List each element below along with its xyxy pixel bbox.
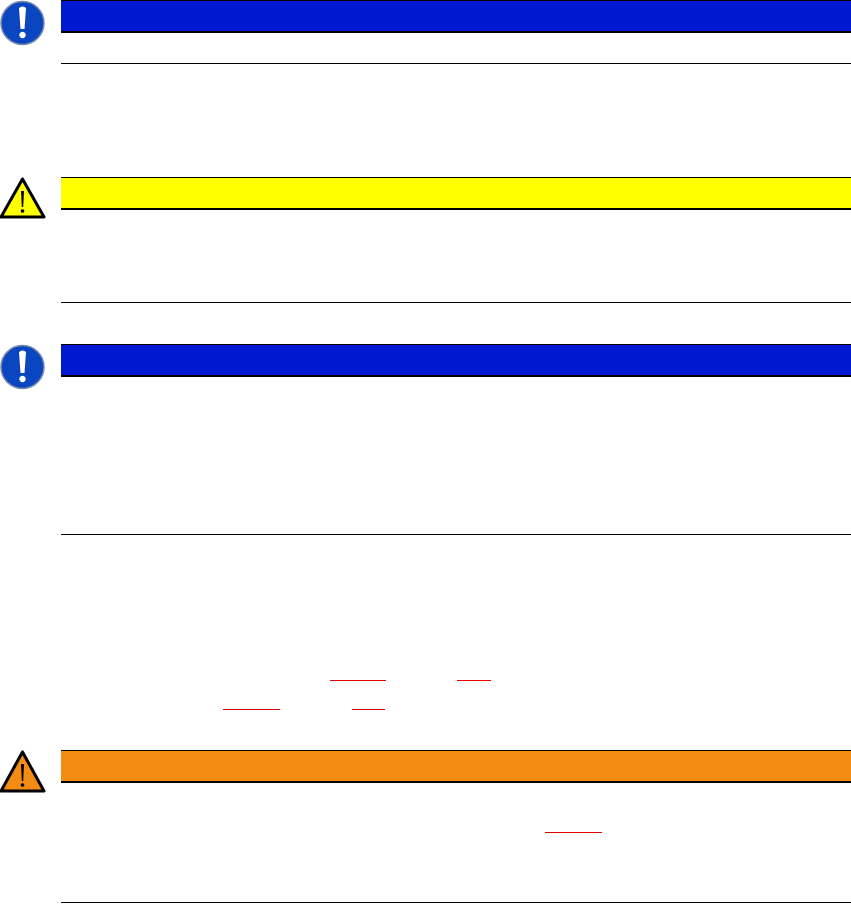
link-underline[interactable] bbox=[545, 832, 602, 833]
notice-divider bbox=[61, 534, 851, 535]
warning-divider bbox=[61, 902, 851, 903]
link-underline[interactable] bbox=[457, 680, 491, 681]
notice-divider bbox=[61, 63, 851, 64]
caution-divider bbox=[61, 302, 851, 303]
link-underline[interactable] bbox=[330, 680, 386, 681]
exclamation-circle-icon bbox=[0, 0, 45, 46]
link-underline[interactable] bbox=[223, 709, 280, 710]
notice-header-bar bbox=[61, 344, 851, 377]
warning-triangle-icon bbox=[0, 750, 46, 793]
exclamation-circle-icon bbox=[0, 344, 45, 390]
warning-triangle-icon bbox=[0, 177, 46, 219]
link-underline[interactable] bbox=[352, 709, 385, 710]
caution-header-bar bbox=[61, 177, 851, 210]
warning-header-bar bbox=[61, 750, 851, 783]
notice-header-bar bbox=[61, 0, 851, 33]
